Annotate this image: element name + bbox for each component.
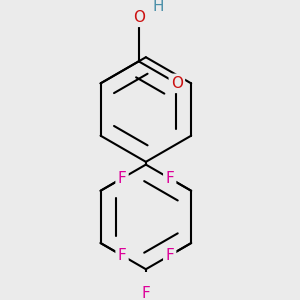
Text: H: H bbox=[152, 0, 164, 14]
Text: F: F bbox=[118, 248, 126, 263]
Text: O: O bbox=[133, 10, 145, 25]
Text: F: F bbox=[165, 171, 174, 186]
Text: F: F bbox=[118, 171, 126, 186]
Text: F: F bbox=[142, 286, 150, 300]
Text: O: O bbox=[171, 76, 183, 91]
Text: F: F bbox=[165, 248, 174, 263]
